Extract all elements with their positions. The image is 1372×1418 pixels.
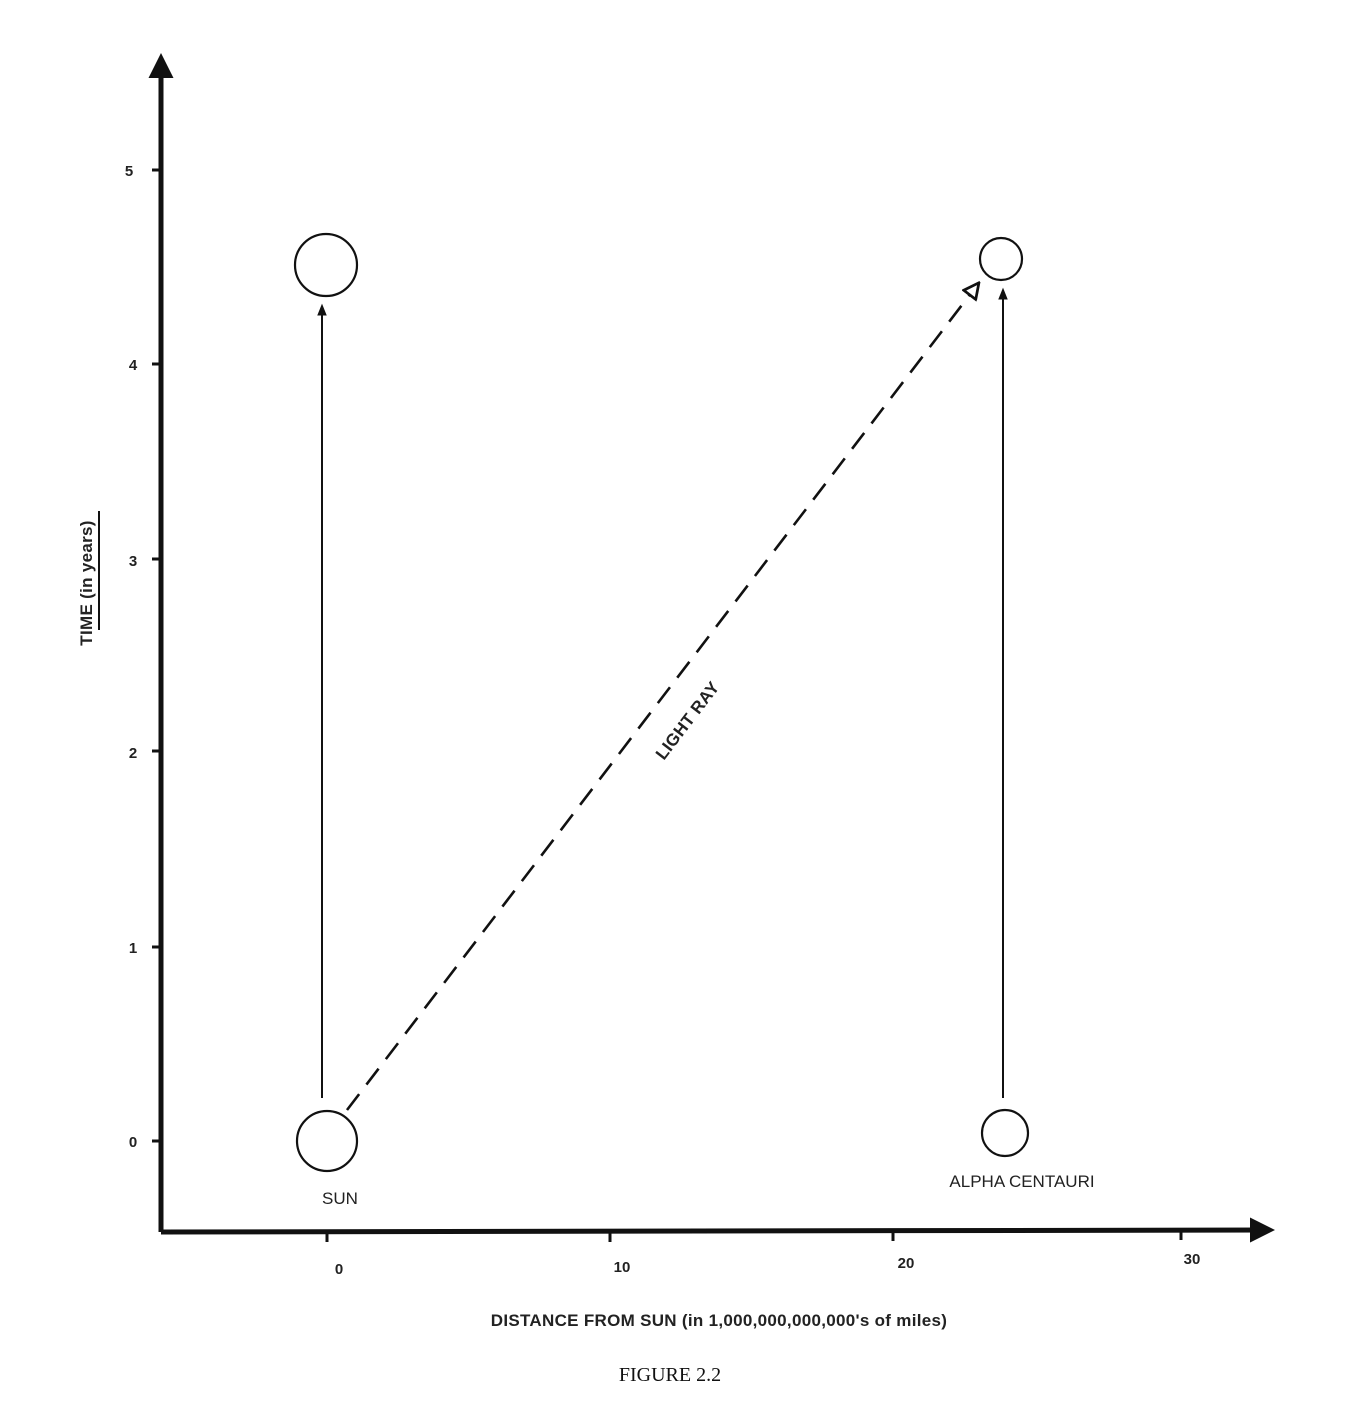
time-axis-tick-labels: 0 1 2 3 4 5: [125, 163, 138, 1151]
distance-axis: [160, 1217, 1275, 1243]
distance-axis-tick-labels: 0 10 20 30: [335, 1251, 1201, 1278]
sun-later-position: [293, 232, 359, 298]
time-tick-label-1: 1: [129, 940, 137, 957]
alpha-centauri-label: ALPHA CENTAURI: [949, 1172, 1094, 1191]
light-ray-path: [345, 284, 978, 1111]
time-axis-ticks: [152, 168, 161, 1143]
alpha-centauri-later-position: [978, 236, 1024, 282]
time-axis-title-main: TIME: [77, 604, 96, 646]
alpha-centauri-initial-position: [980, 1108, 1030, 1158]
sun-initial-position: [295, 1109, 359, 1173]
distance-tick-label-10: 10: [614, 1259, 631, 1276]
distance-axis-title: DISTANCE FROM SUN (in 1,000,000,000,000'…: [491, 1311, 947, 1330]
time-tick-label-2: 2: [129, 745, 137, 762]
sun-label: SUN: [322, 1189, 358, 1208]
time-tick-label-4: 4: [129, 357, 138, 374]
time-axis-title-unit: (in years): [77, 520, 96, 599]
distance-tick-label-0: 0: [335, 1261, 343, 1278]
time-axis-title: TIME (in years): [77, 520, 96, 645]
time-tick-label-3: 3: [129, 553, 137, 570]
time-tick-label-0: 0: [129, 1134, 137, 1151]
distance-axis-ticks: [325, 1230, 1183, 1242]
svg-text:TIME (in years): TIME (in years): [77, 520, 96, 645]
light-ray-label: LIGHT RAY: [652, 678, 724, 764]
time-tick-label-5: 5: [125, 163, 133, 180]
distance-tick-label-30: 30: [1184, 1251, 1201, 1268]
figure-caption: FIGURE 2.2: [619, 1364, 721, 1386]
distance-tick-label-20: 20: [898, 1255, 915, 1272]
